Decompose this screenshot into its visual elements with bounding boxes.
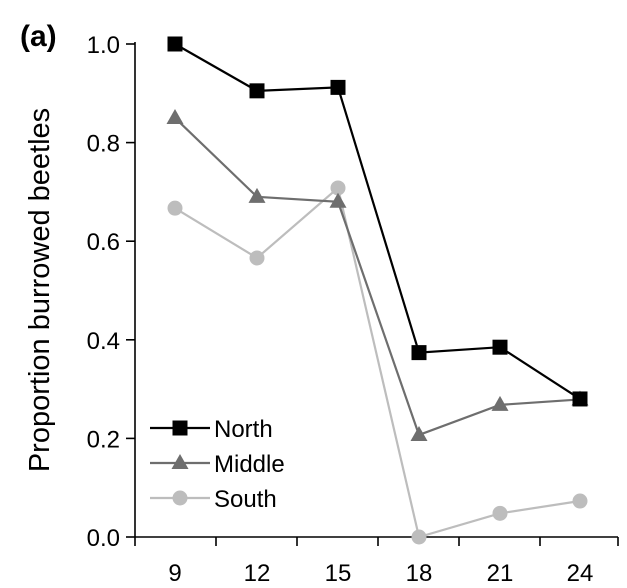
data-point-middle [248, 187, 266, 203]
data-point-south [249, 250, 265, 266]
legend-marker-triangle [171, 454, 189, 469]
y-tick-label: 0.6 [87, 229, 120, 256]
x-tick-label: 15 [325, 560, 352, 587]
data-point-south [411, 529, 427, 545]
series-south [167, 180, 588, 545]
series-middle [166, 108, 589, 441]
x-tick-label: 24 [567, 560, 594, 587]
data-point-north [330, 79, 346, 95]
data-point-north [249, 83, 265, 99]
y-tick-label: 0.0 [87, 525, 120, 552]
series-line-south [174, 185, 581, 539]
data-point-north [492, 339, 508, 355]
legend-item-north: North [150, 416, 273, 443]
data-point-south [492, 505, 508, 521]
series-layer [166, 36, 589, 545]
legend-label: North [214, 416, 273, 443]
axes: 0.0 0.2 0.4 0.6 0.8 1.0 9 12 15 18 21 24 [87, 32, 619, 587]
x-tick-label: 18 [406, 560, 433, 587]
data-point-middle [491, 395, 509, 411]
legend-label: South [214, 486, 277, 513]
x-tick-label: 9 [168, 560, 181, 587]
y-tick-label: 0.8 [87, 131, 120, 158]
series-line-middle [174, 117, 581, 437]
data-point-north [167, 36, 183, 52]
data-point-south [572, 493, 588, 509]
legend: North Middle South [150, 416, 285, 513]
legend-marker-square [172, 420, 188, 436]
data-point-middle [410, 425, 428, 441]
y-tick-label: 0.2 [87, 426, 120, 453]
legend-marker-circle [172, 490, 188, 506]
x-tick-label: 12 [244, 560, 271, 587]
x-tick-label: 21 [487, 560, 514, 587]
data-point-north [572, 391, 588, 407]
panel-label: (a) [20, 20, 57, 53]
data-point-middle [329, 192, 347, 208]
data-point-south [330, 180, 346, 196]
data-point-south [167, 200, 183, 216]
legend-item-middle: Middle [150, 451, 285, 478]
legend-label: Middle [214, 451, 285, 478]
legend-item-south: South [150, 486, 277, 513]
data-point-middle [166, 108, 184, 124]
y-tick-label: 1.0 [87, 32, 120, 59]
series-north [167, 36, 588, 407]
y-axis-title: Proportion burrowed beetles [24, 108, 56, 472]
y-tick-label: 0.4 [87, 328, 120, 355]
data-point-north [411, 345, 427, 361]
series-line-north [174, 43, 581, 400]
